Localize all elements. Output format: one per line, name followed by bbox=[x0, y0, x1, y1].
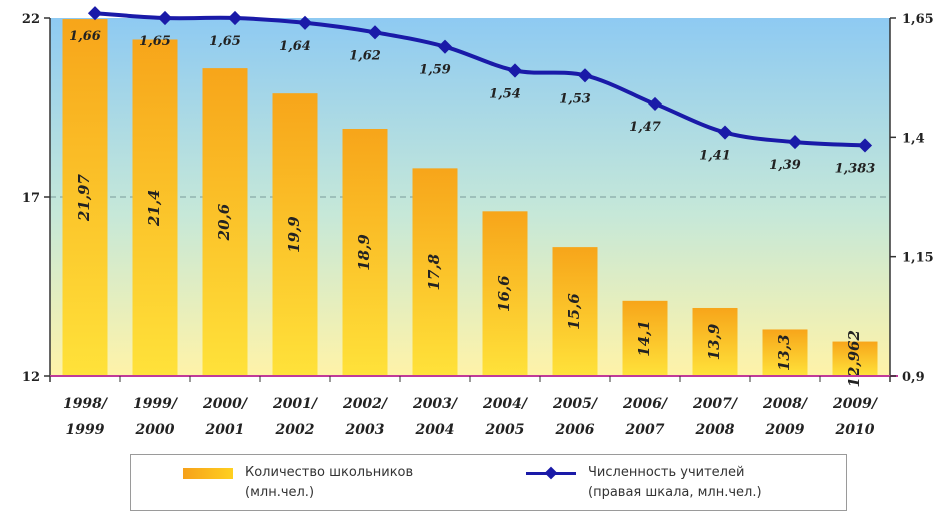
legend: Количество школьников (млн.чел.) Численн… bbox=[130, 454, 847, 511]
legend-line-swatch bbox=[526, 463, 576, 483]
bar-9 bbox=[692, 307, 738, 376]
line-point-8 bbox=[647, 96, 663, 111]
bar-label-10: 13,3 bbox=[775, 334, 793, 371]
line-label-7: 1,53 bbox=[559, 91, 591, 106]
x-label-7-a: 2005/ bbox=[552, 396, 599, 412]
axis-layer: 12 17 22 0,9 1,15 1,4 1,65 1998/1999 1999/2000 20… bbox=[22, 12, 934, 438]
line-layer: 1,66 1,65 1,65 1,64 1,62 1,59 1,54 1,53 1,47 1,41… bbox=[69, 6, 875, 176]
bar-label-1: 21,4 bbox=[145, 189, 163, 227]
x-label-3-a: 2001/ bbox=[272, 396, 319, 412]
line-label-0: 1,66 bbox=[69, 29, 101, 44]
line-point-3 bbox=[297, 15, 313, 30]
legend-item-teachers: Численность учителей (правая шкала, млн.… bbox=[526, 463, 762, 503]
bar-11 bbox=[832, 341, 878, 376]
x-label-5-b: 2004 bbox=[415, 422, 455, 438]
right-tick-label-3: 1,65 bbox=[902, 12, 934, 27]
bar-label-0: 21,97 bbox=[75, 173, 93, 222]
bar-0 bbox=[62, 19, 108, 376]
line-label-8: 1,47 bbox=[629, 120, 661, 135]
bar-8 bbox=[622, 300, 668, 376]
x-label-0-a: 1998/ bbox=[63, 396, 109, 412]
bar-label-5: 17,8 bbox=[425, 253, 443, 290]
x-label-0-b: 1999 bbox=[66, 422, 105, 438]
x-label-11-a: 2009/ bbox=[832, 396, 879, 412]
legend-students-line2: (млн.чел.) bbox=[245, 485, 315, 500]
x-label-11-b: 2010 bbox=[835, 422, 875, 438]
x-label-6-b: 2005 bbox=[485, 422, 525, 438]
line-point-7 bbox=[577, 68, 593, 83]
left-tick-label-0: 12 bbox=[22, 370, 40, 385]
legend-bar-swatch bbox=[183, 468, 233, 479]
left-tick-label-2: 22 bbox=[22, 12, 40, 27]
line-label-3: 1,64 bbox=[279, 39, 311, 54]
line-label-5: 1,59 bbox=[419, 63, 451, 78]
legend-teachers-text: Численность учителей (правая шкала, млн.… bbox=[588, 463, 762, 503]
line-label-4: 1,62 bbox=[349, 48, 381, 63]
x-label-8-b: 2007 bbox=[625, 422, 665, 438]
bar-5 bbox=[412, 168, 458, 376]
legend-teachers-line2: (правая шкала, млн.чел.) bbox=[588, 485, 762, 500]
line-point-5 bbox=[437, 39, 453, 54]
x-label-1-b: 2000 bbox=[135, 422, 175, 438]
bar-label-9: 13,9 bbox=[705, 323, 723, 360]
line-label-6: 1,54 bbox=[489, 87, 521, 102]
bar-4 bbox=[342, 128, 388, 376]
x-label-5-a: 2003/ bbox=[412, 396, 459, 412]
bar-10 bbox=[762, 329, 808, 376]
line-label-1: 1,65 bbox=[139, 34, 171, 49]
x-label-2-a: 2000/ bbox=[202, 396, 249, 412]
bar-label-4: 18,9 bbox=[355, 234, 373, 271]
right-tick-label-0: 0,9 bbox=[902, 370, 925, 385]
line-point-11 bbox=[857, 138, 873, 153]
right-tick-label-2: 1,4 bbox=[902, 131, 925, 146]
line-point-6 bbox=[507, 63, 523, 78]
bar-label-11: 12,962 bbox=[845, 330, 863, 387]
bar-label-2: 20,6 bbox=[215, 203, 233, 241]
bar-1 bbox=[132, 39, 178, 376]
bar-label-6: 16,6 bbox=[495, 275, 513, 312]
line-label-11: 1,383 bbox=[835, 161, 876, 176]
x-label-9-a: 2007/ bbox=[692, 396, 739, 412]
bar-2 bbox=[202, 68, 248, 377]
chart-canvas: 21,97 21,4 20,6 19,9 18,9 17,8 16,6 15,6 14,1 13,… bbox=[22, 6, 934, 438]
legend-teachers-line1: Численность учителей bbox=[588, 465, 745, 480]
right-tick-label-1: 1,15 bbox=[902, 251, 934, 266]
legend-students-text: Количество школьников (млн.чел.) bbox=[245, 463, 413, 503]
line-label-2: 1,65 bbox=[209, 34, 241, 49]
x-label-9-b: 2008 bbox=[695, 422, 735, 438]
bar-label-3: 19,9 bbox=[285, 216, 303, 253]
line-point-9 bbox=[717, 125, 733, 140]
bar-6 bbox=[482, 211, 528, 376]
line-point-4 bbox=[367, 25, 383, 40]
x-label-3-b: 2002 bbox=[275, 422, 315, 438]
x-label-10-b: 2009 bbox=[765, 422, 805, 438]
x-label-6-a: 2004/ bbox=[482, 396, 529, 412]
left-tick-label-1: 17 bbox=[22, 191, 40, 206]
x-label-4-b: 2003 bbox=[345, 422, 385, 438]
bar-label-7: 15,6 bbox=[565, 293, 583, 330]
x-label-10-a: 2008/ bbox=[762, 396, 809, 412]
x-label-4-a: 2002/ bbox=[342, 396, 389, 412]
bar-7 bbox=[552, 247, 598, 376]
line-label-9: 1,41 bbox=[699, 149, 731, 164]
x-label-8-a: 2006/ bbox=[622, 396, 669, 412]
line-point-10 bbox=[787, 135, 803, 150]
x-label-7-b: 2006 bbox=[555, 422, 595, 438]
bars-layer: 21,97 21,4 20,6 19,9 18,9 17,8 16,6 15,6 14,1 13,… bbox=[62, 19, 878, 387]
bar-label-8: 14,1 bbox=[635, 320, 653, 357]
bar-3 bbox=[272, 93, 318, 377]
x-label-1-a: 1999/ bbox=[133, 396, 179, 412]
legend-item-students: Количество школьников (млн.чел.) bbox=[183, 463, 413, 503]
line-label-10: 1,39 bbox=[769, 158, 801, 173]
legend-students-line1: Количество школьников bbox=[245, 465, 414, 480]
x-label-2-b: 2001 bbox=[205, 422, 245, 438]
